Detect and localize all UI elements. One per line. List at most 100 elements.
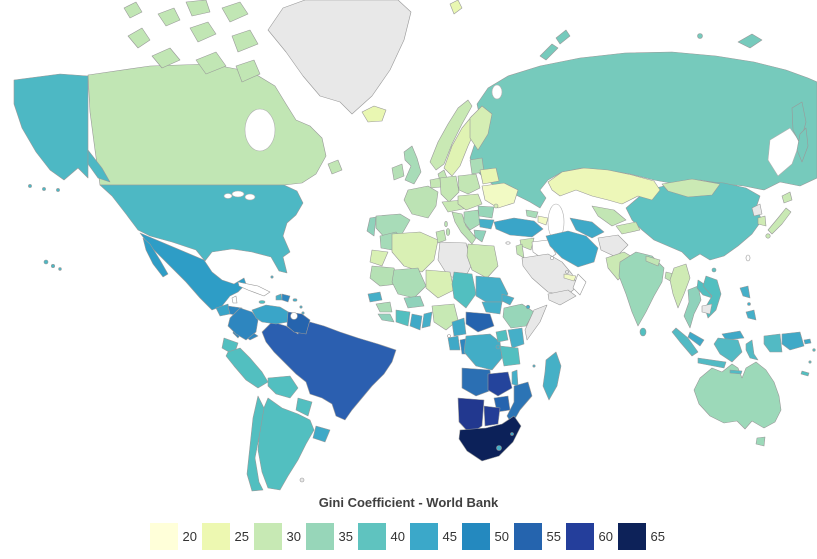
region-guyana[interactable] — [290, 312, 298, 320]
region-georgia[interactable] — [525, 209, 539, 219]
region-malawi[interactable] — [511, 369, 519, 387]
region-senegal[interactable] — [367, 291, 383, 303]
region-paraguay[interactable] — [295, 397, 313, 417]
region-alaska[interactable] — [13, 73, 89, 181]
region-tasmania[interactable] — [755, 436, 766, 447]
region-mali[interactable] — [391, 267, 427, 299]
region-chile[interactable] — [246, 395, 265, 492]
region-benelux[interactable] — [429, 177, 442, 189]
region-zambia[interactable] — [487, 371, 513, 397]
region-belize[interactable] — [231, 295, 238, 304]
region-iran[interactable] — [545, 230, 599, 268]
region-thailand[interactable] — [683, 285, 702, 329]
region-germany[interactable] — [439, 175, 460, 203]
region-indonesia-sumatra[interactable] — [671, 327, 699, 357]
region-oman[interactable] — [572, 273, 587, 296]
region-russia[interactable] — [469, 51, 817, 209]
region-tanzania[interactable] — [499, 345, 521, 367]
region-iceland[interactable] — [361, 105, 387, 123]
region-romania[interactable] — [477, 205, 495, 219]
region-ukraine[interactable] — [481, 182, 519, 209]
region-kazakhstan[interactable] — [547, 167, 661, 205]
region-dominican-republic[interactable] — [281, 293, 291, 303]
region-balkans[interactable] — [463, 209, 481, 231]
region-uzbekistan[interactable] — [591, 205, 627, 227]
region-nigeria[interactable] — [431, 303, 459, 331]
region-kenya[interactable] — [507, 327, 525, 349]
region-portugal[interactable] — [366, 216, 377, 237]
region-turkmenistan[interactable] — [569, 217, 605, 239]
region-cote-divoire[interactable] — [395, 309, 411, 327]
region-uganda[interactable] — [495, 329, 509, 343]
region-ireland[interactable] — [391, 163, 405, 181]
region-philippines-luzon[interactable] — [739, 285, 751, 299]
region-alaska-panhandle[interactable] — [87, 149, 111, 183]
region-finland[interactable] — [469, 105, 493, 151]
region-uae[interactable] — [563, 273, 577, 282]
region-haiti[interactable] — [275, 293, 283, 301]
region-yemen[interactable] — [547, 289, 577, 306]
region-greece[interactable] — [473, 229, 487, 243]
region-poland[interactable] — [457, 173, 481, 195]
region-south-korea[interactable] — [757, 215, 767, 227]
region-burkina-faso[interactable] — [403, 295, 425, 309]
region-brazil[interactable] — [261, 321, 397, 421]
region-algeria[interactable] — [391, 231, 439, 273]
region-western-sahara[interactable] — [369, 249, 389, 267]
region-italy[interactable] — [451, 211, 477, 245]
region-gabon[interactable] — [447, 335, 461, 351]
region-bolivia[interactable] — [267, 375, 299, 399]
region-cambodia[interactable] — [701, 303, 713, 315]
region-angola[interactable] — [461, 367, 493, 397]
region-turkey[interactable] — [493, 217, 544, 238]
region-jamaica[interactable] — [258, 300, 266, 304]
region-syria[interactable] — [519, 237, 535, 251]
region-lesotho[interactable] — [496, 445, 502, 451]
region-usa[interactable] — [99, 184, 304, 274]
region-belarus[interactable] — [479, 167, 500, 185]
region-australia[interactable] — [693, 361, 782, 430]
region-uruguay[interactable] — [312, 425, 331, 443]
region-mexico[interactable] — [139, 232, 247, 311]
region-drc[interactable] — [463, 333, 503, 371]
region-afghanistan[interactable] — [597, 234, 629, 258]
region-togo-benin[interactable] — [421, 311, 433, 329]
region-botswana[interactable] — [483, 405, 501, 427]
region-sri-lanka[interactable] — [639, 327, 647, 337]
region-niger[interactable] — [425, 269, 455, 299]
region-united-kingdom[interactable] — [403, 145, 422, 185]
region-cameroon[interactable] — [451, 317, 467, 337]
region-peru[interactable] — [225, 347, 269, 389]
region-chad[interactable] — [451, 271, 477, 309]
region-mozambique[interactable] — [506, 381, 533, 425]
region-eritrea[interactable] — [501, 293, 515, 306]
region-sierra-leone-liberia[interactable] — [377, 313, 395, 323]
region-taiwan[interactable] — [745, 254, 751, 262]
region-tunisia[interactable] — [435, 229, 447, 244]
region-egypt[interactable] — [466, 243, 499, 279]
region-nepal[interactable] — [645, 255, 661, 267]
region-mauritania[interactable] — [369, 265, 399, 287]
region-south-africa[interactable] — [458, 415, 522, 462]
region-papua-new-guinea[interactable] — [781, 331, 805, 351]
region-india[interactable] — [618, 251, 665, 327]
region-north-korea[interactable] — [751, 203, 763, 217]
region-myanmar[interactable] — [669, 263, 691, 309]
region-madagascar[interactable] — [542, 351, 562, 401]
region-france[interactable] — [403, 185, 439, 219]
region-ethiopia[interactable] — [502, 303, 535, 329]
region-azerbaijan[interactable] — [537, 215, 549, 226]
region-japan-honshu[interactable] — [767, 207, 792, 235]
region-somalia[interactable] — [524, 304, 548, 341]
region-greenland[interactable] — [267, 0, 412, 115]
region-malaysia[interactable] — [687, 331, 705, 347]
region-guinea[interactable] — [375, 301, 393, 313]
region-canada[interactable] — [87, 63, 327, 186]
region-south-sudan[interactable] — [481, 301, 503, 315]
region-central-europe[interactable] — [457, 193, 483, 211]
region-bulgaria[interactable] — [478, 218, 495, 230]
region-ghana[interactable] — [409, 313, 423, 331]
region-norway[interactable] — [429, 99, 473, 171]
region-saudi-arabia[interactable] — [521, 253, 579, 297]
region-mongolia[interactable] — [661, 178, 721, 198]
